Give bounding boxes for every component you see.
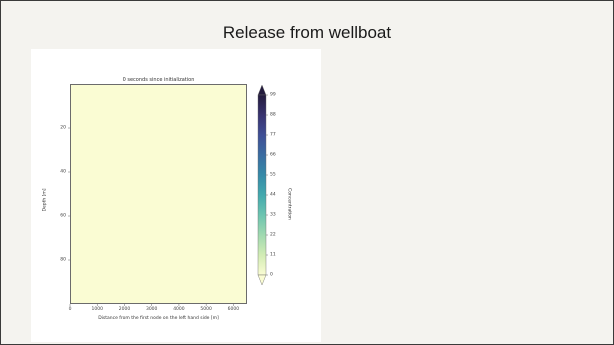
y-tick-label: 80 <box>60 257 66 263</box>
colorbar-tick-label: 0 <box>270 272 273 278</box>
slide-title: Release from wellboat <box>222 23 392 42</box>
colorbar-tick-label: 77 <box>270 132 276 138</box>
colorbar-extend-bottom <box>257 274 267 286</box>
y-tick-label: 40 <box>60 169 66 175</box>
colorbar-tick-label: 55 <box>270 172 276 178</box>
colorbar-tick-label: 44 <box>270 192 276 198</box>
x-tick-label: 5000 <box>200 307 212 312</box>
colorbar-tick-label: 11 <box>270 252 276 258</box>
x-tick-label: 2000 <box>118 307 131 312</box>
heatmap-figure: 0 seconds since initialization Depth [m]… <box>31 49 321 342</box>
chart-overlay <box>68 84 268 306</box>
colorbar <box>257 94 267 276</box>
x-tick-label: 0 <box>68 307 72 312</box>
colorbar-extend-top <box>257 84 267 96</box>
x-tick-label: 6000 <box>227 307 240 312</box>
colorbar-tick-label: 66 <box>270 152 276 158</box>
y-tick-label: 20 <box>60 125 66 131</box>
y-tick-label: 60 <box>60 213 66 219</box>
plot-title: 0 seconds since initialization <box>122 77 195 83</box>
x-tick-label: 1000 <box>91 307 103 312</box>
colorbar-tick-label: 33 <box>270 212 276 218</box>
colorbar-tick-label: 88 <box>270 112 276 118</box>
x-tick-label: 4000 <box>173 307 185 312</box>
colorbar-tick-label: 99 <box>270 92 276 98</box>
x-axis-label: Distance from the first node on the left… <box>98 316 219 321</box>
colorbar-tick-label: 22 <box>270 232 276 238</box>
x-tick-label: 3000 <box>145 307 158 312</box>
heatmap-plot-area <box>70 84 247 304</box>
